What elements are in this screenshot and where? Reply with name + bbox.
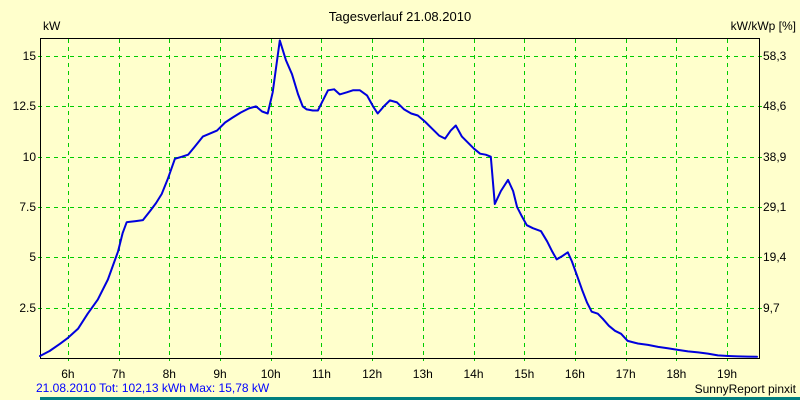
footer-summary-text: 21.08.2010 Tot: 102,13 kWh Max: 15,78 kW [36,381,270,395]
plot-border [40,38,760,359]
x-axis-tick-label: 17h [615,367,636,381]
y-axis-left-unit-label: kW [43,19,61,33]
y-axis-right-unit-label: kW/kWp [%] [730,19,796,33]
x-axis-tick-label: 8h [162,367,176,381]
page-title: Tagesverlauf 21.08.2010 [328,9,472,24]
power-curve [39,39,758,358]
x-axis-tick-label: 18h [666,367,687,381]
x-axis-tick-label: 16h [564,367,585,381]
x-axis-tick-label: 6h [61,367,75,381]
y-axis-right-tick-label: 19,4 [763,250,787,265]
x-axis-tick-label: 14h [463,367,484,381]
window-edge-strip [40,397,800,400]
y-axis-right-tick-label: 48,6 [763,99,787,114]
x-axis-tick-label: 12h [362,367,383,381]
x-axis-tick-label: 7h [111,367,126,381]
x-axis-tick-label: 13h [412,367,433,381]
y-axis-right-tick-label: 9,7 [763,300,780,315]
y-axis-left-tick-label: 10 [22,149,36,164]
y-axis-right-tick-label: 38,9 [763,149,787,164]
x-axis-tick-label: 19h [717,367,738,381]
x-axis-tick-label: 9h [213,367,227,381]
y-axis-left-tick-label: 7.5 [19,200,36,215]
x-axis-tick-label: 10h [260,367,281,381]
footer-brand-text: SunnyReport pinxit [694,382,796,396]
x-axis-tick-label: 15h [514,367,535,381]
y-axis-right-tick-label: 29,1 [763,200,787,215]
x-axis-tick-label: 11h [311,367,331,381]
y-axis-left-tick-label: 5 [29,250,36,265]
y-axis-left-tick-label: 15 [22,49,36,64]
y-axis-left-tick-label: 12.5 [12,99,36,114]
y-axis-left-tick-label: 2.5 [19,300,36,315]
y-axis-right-tick-label: 58,3 [763,49,787,64]
